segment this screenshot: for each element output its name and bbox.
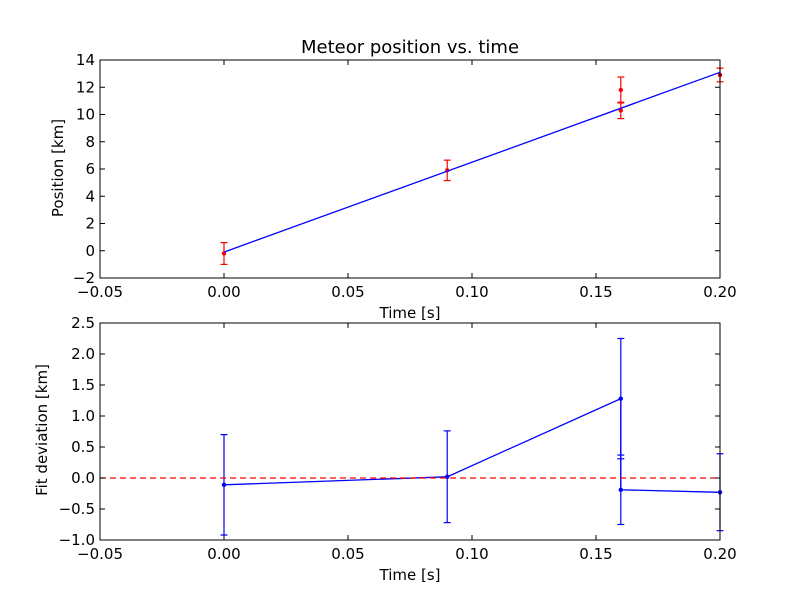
- y-tick-label: 0.5: [71, 438, 95, 456]
- position-panel: Meteor position vs. time −0.05 0.00 0.05 0.…: [49, 37, 737, 322]
- y-tick-label: 2.5: [71, 314, 95, 332]
- x-tick-label: 0.00: [207, 545, 240, 563]
- y-tick-label: 12: [76, 78, 95, 96]
- data-point: [618, 487, 623, 492]
- y-tick-label: 10: [76, 106, 95, 124]
- y-tick-label: 1.5: [71, 376, 95, 394]
- y-tick-label: 6: [85, 160, 95, 178]
- y-tick-label: 0: [85, 242, 95, 260]
- y-tick-label: −1.0: [59, 531, 95, 549]
- x-tick-label: 0.20: [703, 283, 736, 301]
- y-axis-label: Position [km]: [49, 119, 67, 217]
- position-plot-area: −0.05 0.00 0.05 0.10 0.15 0.20 −2 0 2 4 6 8 10 12 14: [73, 51, 737, 301]
- axes-frame: [99, 59, 721, 279]
- x-tick-label: 0.15: [579, 545, 612, 563]
- data-point: [221, 482, 227, 488]
- axes-frame: [99, 322, 721, 541]
- x-tick-label: 0.05: [331, 283, 364, 301]
- y-tick-label: 2: [85, 215, 95, 233]
- y-tick-label: 8: [85, 133, 95, 151]
- x-tick-label: 0.15: [579, 283, 612, 301]
- data-point: [618, 87, 623, 93]
- y-tick-label: −0.5: [59, 500, 95, 518]
- x-tick-label: 0.10: [455, 283, 488, 301]
- x-tick-label: 0.05: [331, 545, 364, 563]
- x-axis-label: Time [s]: [379, 566, 441, 584]
- x-tick-label: −0.05: [77, 545, 123, 563]
- chart-title: Meteor position vs. time: [301, 37, 519, 58]
- y-axis-label: Fit deviation [km]: [33, 364, 51, 496]
- x-axis-label: Time [s]: [379, 304, 441, 322]
- y-tick-label: 0.0: [71, 469, 95, 487]
- fit-line: [223, 71, 721, 253]
- deviation-plot-area: −0.05 0.00 0.05 0.10 0.15 0.20 −1.0 −0.5 0.0 0.5 1…: [59, 314, 737, 563]
- x-tick-label: 0.10: [455, 545, 488, 563]
- y-tick-label: 2.0: [71, 345, 95, 363]
- x-tick-label: −0.05: [77, 283, 123, 301]
- x-tick-label: 0.20: [703, 545, 736, 563]
- data-point: [618, 396, 623, 401]
- y-tick-label: 4: [85, 187, 95, 205]
- data-point: [445, 474, 450, 479]
- y-tick-label: −2: [73, 269, 95, 287]
- y-tick-label: 1.0: [71, 407, 95, 425]
- x-tick-label: 0.00: [207, 283, 240, 301]
- deviation-panel: −0.05 0.00 0.05 0.10 0.15 0.20 −1.0 −0.5 0.0 0.5 1…: [33, 314, 737, 584]
- series-1: [223, 71, 721, 253]
- y-tick-label: 14: [76, 51, 95, 69]
